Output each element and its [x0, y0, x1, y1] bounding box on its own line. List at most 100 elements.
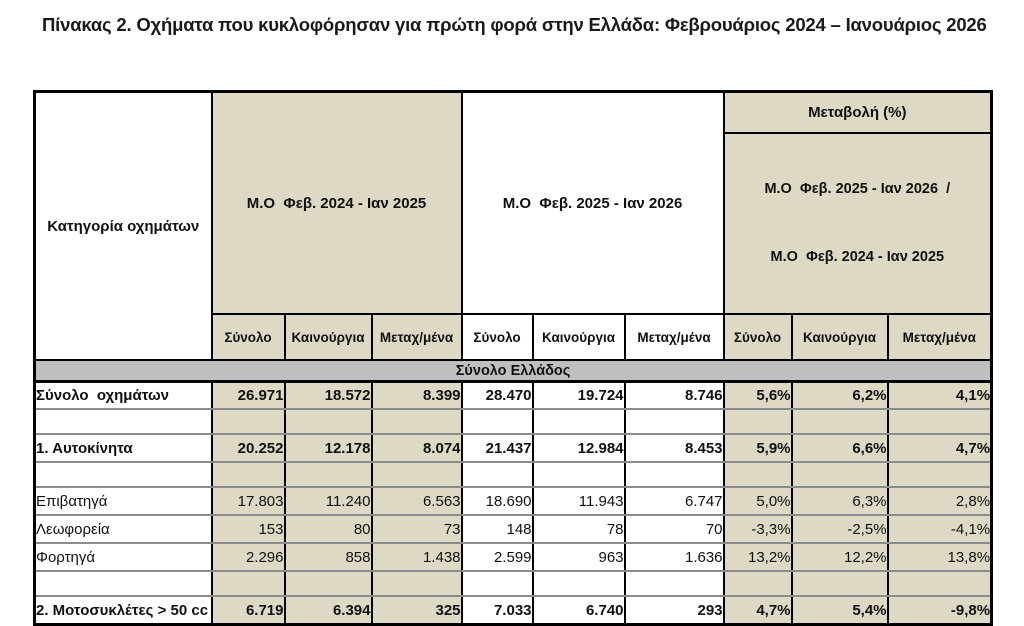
change-ratio-subheader: Μ.Ο Φεβ. 2025 - Ιαν 2026 / Μ.Ο Φεβ. 2024… — [722, 131, 993, 316]
value-cell: 20.252 — [210, 433, 286, 464]
value-cell: 8.746 — [623, 380, 725, 411]
value-cell: 13,8% — [886, 542, 993, 573]
value-cell — [886, 570, 993, 598]
value-cell — [460, 570, 534, 598]
row-label: Επιβατηγά — [33, 486, 213, 517]
value-cell: 4,1% — [886, 380, 993, 411]
table-row — [33, 570, 993, 598]
value-cell: 5,0% — [722, 486, 793, 517]
value-cell: 5,4% — [790, 595, 889, 626]
value-cell — [790, 570, 889, 598]
value-cell — [370, 570, 463, 598]
value-cell: 148 — [460, 514, 534, 545]
value-cell: 1.438 — [370, 542, 463, 573]
change-ratio-line1: Μ.Ο Φεβ. 2025 - Ιαν 2026 / — [764, 181, 951, 198]
row-label: Φορτηγά — [33, 542, 213, 573]
value-cell — [283, 461, 373, 489]
value-cell: 6.563 — [370, 486, 463, 517]
table-row: 1. Αυτοκίνητα 20.252 12.178 8.074 21.437 12.9… — [33, 433, 993, 464]
value-cell: 8.074 — [370, 433, 463, 464]
row-label: Λεωφορεία — [33, 514, 213, 545]
table-row: Φορτηγά 2.296 858 1.438 2.599 963 1.636 13,2% 12… — [33, 542, 993, 573]
col-header-new-2: Καινούργια — [531, 313, 626, 362]
value-cell: 11.943 — [531, 486, 626, 517]
value-cell: 6,6% — [790, 433, 889, 464]
value-cell: 6.719 — [210, 595, 286, 626]
value-cell: 5,9% — [722, 433, 793, 464]
value-cell: 21.437 — [460, 433, 534, 464]
value-cell: -4,1% — [886, 514, 993, 545]
value-cell — [790, 408, 889, 436]
col-header-total-1: Σύνολο — [210, 313, 286, 362]
value-cell: 12,2% — [790, 542, 889, 573]
value-cell — [886, 408, 993, 436]
value-cell: 80 — [283, 514, 373, 545]
value-cell — [460, 461, 534, 489]
value-cell: 6.747 — [623, 486, 725, 517]
value-cell: 5,6% — [722, 380, 793, 411]
group1-period-header: Μ.Ο Φεβ. 2024 - Ιαν 2025 — [210, 90, 463, 316]
value-cell — [370, 461, 463, 489]
value-cell — [283, 408, 373, 436]
table-row — [33, 408, 993, 436]
value-cell — [790, 461, 889, 489]
group2-period-header: Μ.Ο Φεβ. 2025 - Ιαν 2026 — [460, 90, 725, 316]
value-cell: 963 — [531, 542, 626, 573]
col-header-used-2: Μεταχ/μένα — [623, 313, 725, 362]
value-cell: -9,8% — [886, 595, 993, 626]
table-row: Σύνολο οχημάτων 26.971 18.572 8.399 28.470 19… — [33, 380, 993, 411]
value-cell — [210, 408, 286, 436]
value-cell — [623, 408, 725, 436]
value-cell: 70 — [623, 514, 725, 545]
value-cell: 325 — [370, 595, 463, 626]
value-cell: 1.636 — [623, 542, 725, 573]
table-row: Λεωφορεία 153 80 73 148 78 70 -3,3% -2,5% -4,1% — [33, 514, 993, 545]
value-cell: 26.971 — [210, 380, 286, 411]
value-cell: 6.740 — [531, 595, 626, 626]
value-cell: 6,2% — [790, 380, 889, 411]
vehicle-registrations-table: Κατηγορία οχημάτων Μ.Ο Φεβ. 2024 - Ιαν 2… — [33, 90, 994, 626]
value-cell: 12.984 — [531, 433, 626, 464]
value-cell: 4,7% — [886, 433, 993, 464]
value-cell: -3,3% — [722, 514, 793, 545]
value-cell: 2.599 — [460, 542, 534, 573]
value-cell — [210, 570, 286, 598]
col-header-used-1: Μεταχ/μένα — [370, 313, 463, 362]
value-cell — [460, 408, 534, 436]
value-cell: 858 — [283, 542, 373, 573]
value-cell — [722, 461, 793, 489]
table-row: Επιβατηγά 17.803 11.240 6.563 18.690 11.943 6.… — [33, 486, 993, 517]
value-cell — [722, 408, 793, 436]
value-cell: -2,5% — [790, 514, 889, 545]
value-cell — [210, 461, 286, 489]
value-cell — [531, 461, 626, 489]
value-cell: 28.470 — [460, 380, 534, 411]
value-cell — [886, 461, 993, 489]
col-header-new-1: Καινούργια — [283, 313, 373, 362]
value-cell: 153 — [210, 514, 286, 545]
value-cell: 7.033 — [460, 595, 534, 626]
table-row — [33, 461, 993, 489]
value-cell — [283, 570, 373, 598]
value-cell: 2.296 — [210, 542, 286, 573]
value-cell — [623, 570, 725, 598]
col-header-new-3: Καινούργια — [790, 313, 889, 362]
change-percent-header: Μεταβολή (%) — [722, 90, 993, 134]
col-header-total-3: Σύνολο — [722, 313, 793, 362]
value-cell: 18.690 — [460, 486, 534, 517]
row-label: 2. Μοτοσυκλέτες > 50 cc — [33, 595, 213, 626]
value-cell: 12.178 — [283, 433, 373, 464]
value-cell: 73 — [370, 514, 463, 545]
change-ratio-line2: Μ.Ο Φεβ. 2024 - Ιαν 2025 — [770, 248, 945, 265]
col-header-total-2: Σύνολο — [460, 313, 534, 362]
value-cell — [370, 408, 463, 436]
value-cell: 11.240 — [283, 486, 373, 517]
page-title: Πίνακας 2. Οχήματα που κυκλοφόρησαν για … — [42, 14, 987, 35]
value-cell: 293 — [623, 595, 725, 626]
value-cell: 8.399 — [370, 380, 463, 411]
category-column-header: Κατηγορία οχημάτων — [33, 90, 213, 362]
row-label — [33, 570, 213, 598]
value-cell: 19.724 — [531, 380, 626, 411]
table-row: 2. Μοτοσυκλέτες > 50 cc 6.719 6.394 325 7.03… — [33, 595, 993, 626]
row-label: Σύνολο οχημάτων — [33, 380, 213, 411]
